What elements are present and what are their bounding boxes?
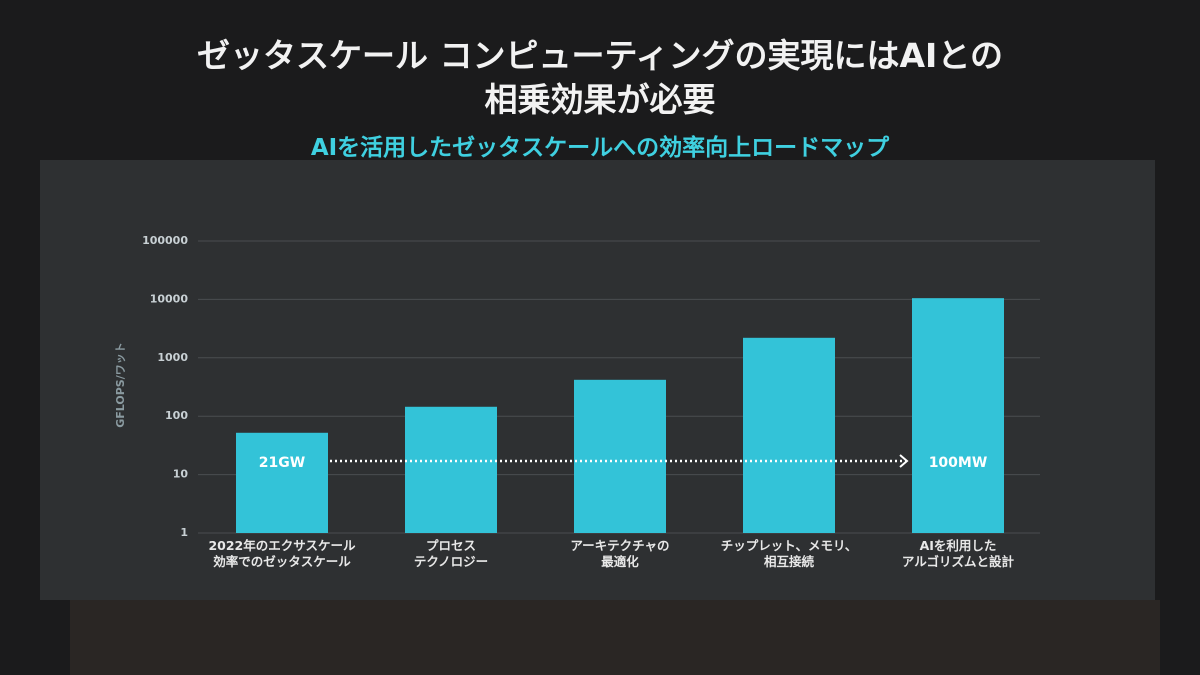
y-tick-label: 1	[180, 526, 188, 539]
stage-photo	[70, 600, 1160, 675]
y-tick-label: 100000	[142, 234, 188, 247]
title: ゼッタスケール コンピューティングの実現にはAIとの 相乗効果が必要	[197, 36, 1003, 119]
annotation: 21GW	[259, 455, 305, 471]
y-tick-label: 100	[165, 409, 188, 422]
x-tick-label: チップレット、メモリ、 相互接続	[720, 538, 858, 569]
bar	[405, 406, 497, 533]
x-tick-label: プロセス テクノロジー	[413, 538, 489, 569]
bar	[743, 337, 835, 533]
y-tick-label: 10000	[150, 292, 189, 305]
x-tick-label: アーキテクチャの 最適化	[570, 538, 670, 569]
y-tick-label: 10	[173, 468, 189, 481]
bar	[574, 379, 666, 533]
annotation: 100MW	[929, 455, 988, 471]
x-tick-label: AIを利用した アルゴリズムと設計	[901, 538, 1015, 569]
bar	[912, 298, 1004, 533]
x-tick-label: 2022年のエクサスケール 効率でのゼッタスケール	[208, 538, 356, 569]
y-axis-label: GFLOPS/ワット	[114, 342, 127, 428]
arrow-head	[899, 454, 909, 468]
bar	[236, 432, 328, 533]
y-tick-label: 1000	[157, 351, 188, 364]
subtitle: AIを活用したゼッタスケールへの効率向上ロードマップ	[310, 135, 890, 161]
